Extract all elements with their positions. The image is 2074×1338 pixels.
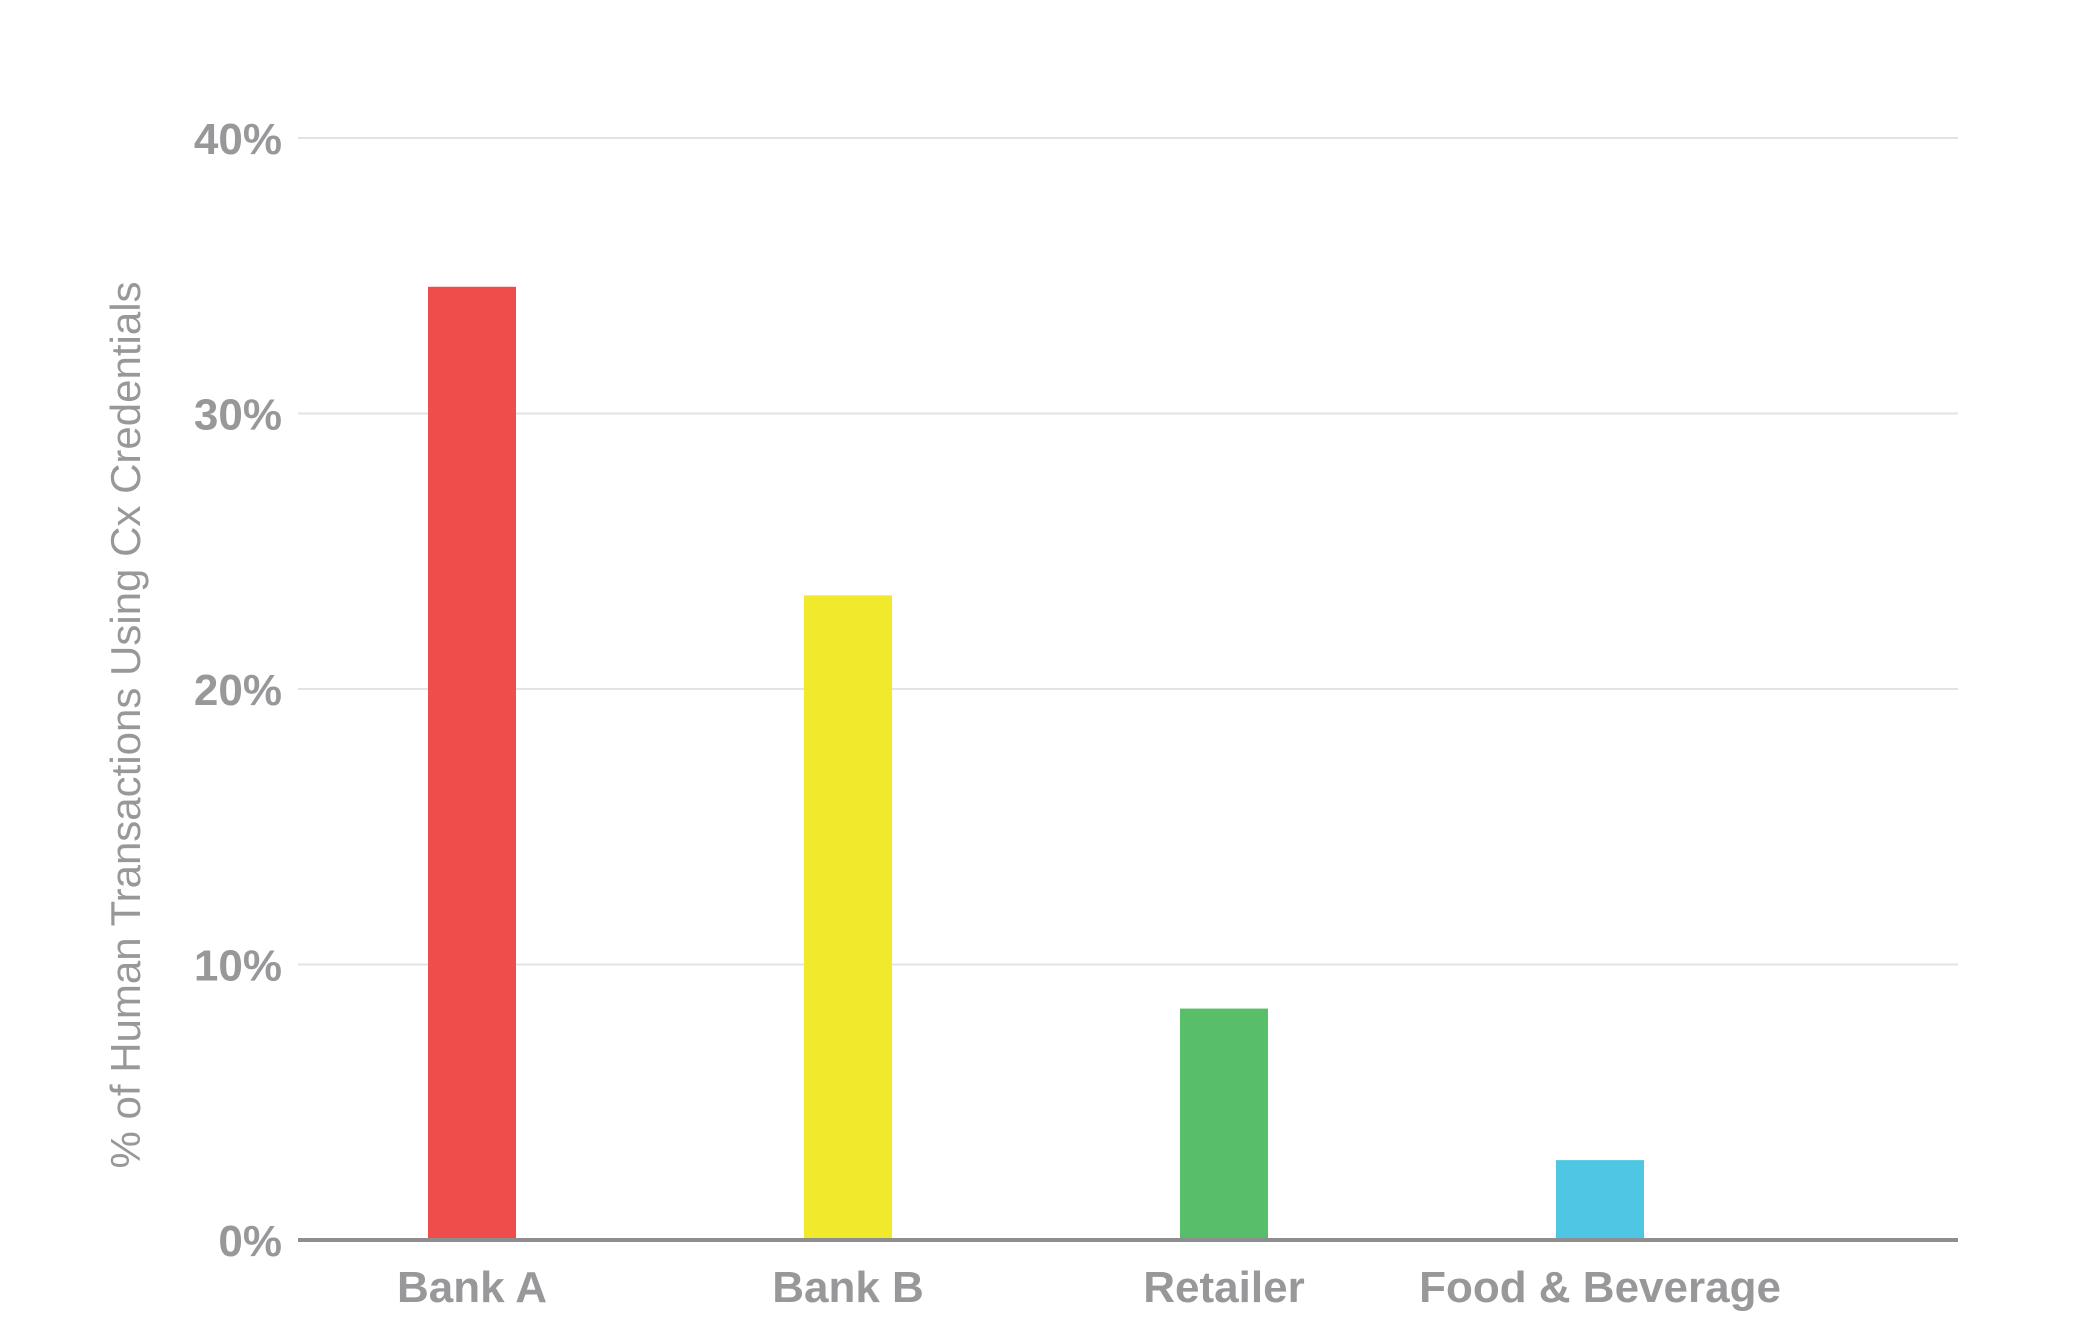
y-tick-labels: 0% 10% 20% 30% 40% [194,115,282,1266]
y-tick-label: 30% [194,391,282,440]
bar [428,286,516,1240]
y-tick-label: 40% [194,115,282,164]
bar [1556,1160,1644,1240]
category-label: Retailer [1143,1263,1304,1312]
category-label: Bank A [397,1263,547,1312]
y-tick-label: 10% [194,942,282,991]
bar [804,595,892,1240]
bar [1180,1008,1268,1240]
category-labels: Bank A Bank B Retailer Food & Beverage [397,1263,1781,1312]
category-label: Bank B [772,1263,924,1312]
category-label: Food & Beverage [1419,1263,1781,1312]
y-tick-label: 20% [194,666,282,715]
bars [428,286,1644,1240]
y-tick-label: 0% [218,1217,282,1266]
gridlines [298,137,1958,966]
y-axis-title: % of Human Transactions Using Cx Credent… [102,281,149,1168]
